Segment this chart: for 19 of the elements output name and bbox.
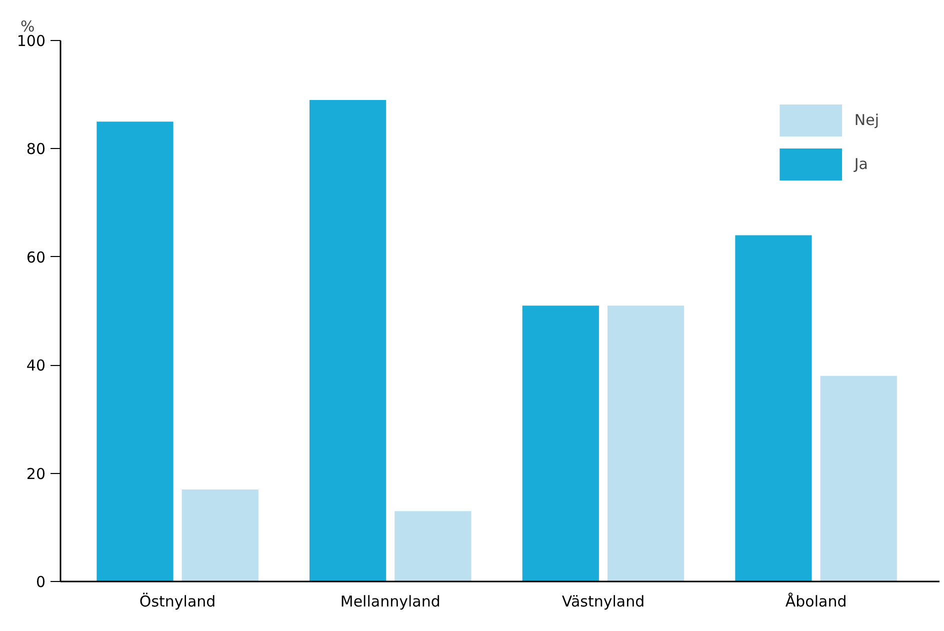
bar	[735, 235, 812, 582]
y-tick-label: 80	[26, 140, 46, 158]
y-tick-label: 40	[26, 356, 46, 375]
y-tick-label: 20	[26, 464, 46, 483]
y-tick-label: 60	[26, 248, 46, 266]
x-tick-label: Östnyland	[139, 592, 216, 610]
x-tick-label: Västnyland	[562, 592, 645, 610]
bar	[394, 511, 472, 582]
y-tick-label: 0	[36, 573, 46, 591]
legend-label: Ja	[854, 155, 869, 173]
bar	[607, 306, 684, 582]
bar	[96, 122, 174, 582]
bar	[182, 490, 258, 582]
bar	[522, 306, 599, 582]
legend-label: Nej	[854, 111, 879, 129]
bar	[820, 376, 897, 582]
bar	[310, 100, 386, 582]
x-tick-label: Åboland	[785, 592, 847, 610]
x-tick-label: Mellannyland	[340, 592, 440, 610]
